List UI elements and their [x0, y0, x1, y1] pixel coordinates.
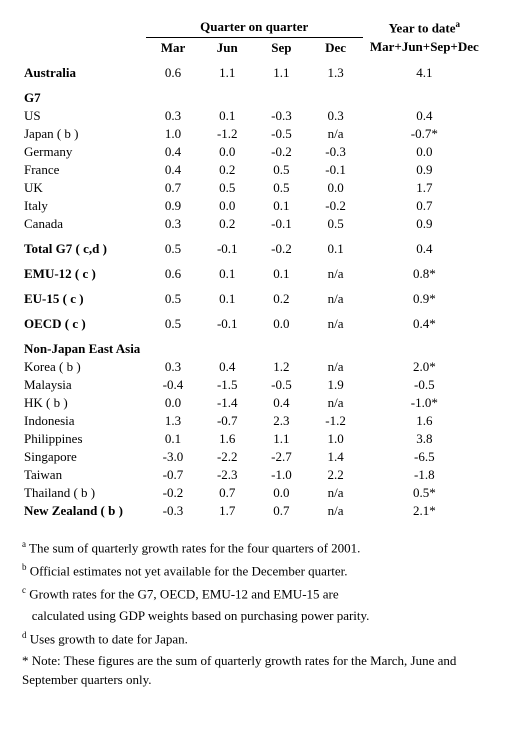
header-ytd: Year to datea — [363, 18, 486, 37]
header-qoq: Quarter on quarter — [146, 18, 363, 37]
growth-table: Quarter on quarter Year to datea Mar Jun… — [22, 18, 486, 520]
col-mar: Mar — [146, 37, 200, 57]
footnotes: a The sum of quarterly growth rates for … — [22, 538, 486, 690]
col-ytd: Mar+Jun+Sep+Dec — [363, 37, 486, 57]
table-row: Indonesia1.3-0.72.3-1.21.6 — [22, 412, 486, 430]
table-row: Total G7 ( c,d )0.5-0.1-0.20.10.4 — [22, 233, 486, 258]
table-row: Korea ( b )0.30.41.2n/a2.0* — [22, 358, 486, 376]
col-dec: Dec — [308, 37, 362, 57]
table-row: HK ( b )0.0-1.40.4n/a-1.0* — [22, 394, 486, 412]
table-row: Taiwan-0.7-2.3-1.02.2-1.8 — [22, 466, 486, 484]
table-row: Italy0.90.00.1-0.20.7 — [22, 197, 486, 215]
table-row: Thailand ( b )-0.20.70.0n/a0.5* — [22, 484, 486, 502]
table-row: New Zealand ( b )-0.31.70.7n/a2.1* — [22, 502, 486, 520]
table-row: Philippines0.11.61.11.03.8 — [22, 430, 486, 448]
table-row: Australia0.61.11.11.34.1 — [22, 57, 486, 82]
table-row: Singapore-3.0-2.2-2.71.4-6.5 — [22, 448, 486, 466]
footnote-c: c Growth rates for the G7, OECD, EMU-12 … — [22, 584, 486, 604]
footnote-c-cont: calculated using GDP weights based on pu… — [22, 607, 486, 626]
footnote-b: b Official estimates not yet available f… — [22, 561, 486, 581]
col-jun: Jun — [200, 37, 254, 57]
table-row: US0.30.1-0.30.30.4 — [22, 107, 486, 125]
table-row: UK0.70.50.50.01.7 — [22, 179, 486, 197]
table-row: Japan ( b )1.0-1.2-0.5n/a-0.7* — [22, 125, 486, 143]
footnote-d: d Uses growth to date for Japan. — [22, 629, 486, 649]
table-row: France0.40.20.5-0.10.9 — [22, 161, 486, 179]
table-row: OECD ( c )0.5-0.10.0n/a0.4* — [22, 308, 486, 333]
table-row: Malaysia-0.4-1.5-0.51.9-0.5 — [22, 376, 486, 394]
section-header: G7 — [22, 82, 486, 107]
table-row: EMU-12 ( c )0.60.10.1n/a0.8* — [22, 258, 486, 283]
table-row: EU-15 ( c )0.50.10.2n/a0.9* — [22, 283, 486, 308]
section-header: Non-Japan East Asia — [22, 333, 486, 358]
table-row: Canada0.30.2-0.10.50.9 — [22, 215, 486, 233]
footnote-a: a The sum of quarterly growth rates for … — [22, 538, 486, 558]
table-row: Germany0.40.0-0.2-0.30.0 — [22, 143, 486, 161]
footnote-star: * Note: These figures are the sum of qua… — [22, 652, 486, 690]
col-sep: Sep — [254, 37, 308, 57]
